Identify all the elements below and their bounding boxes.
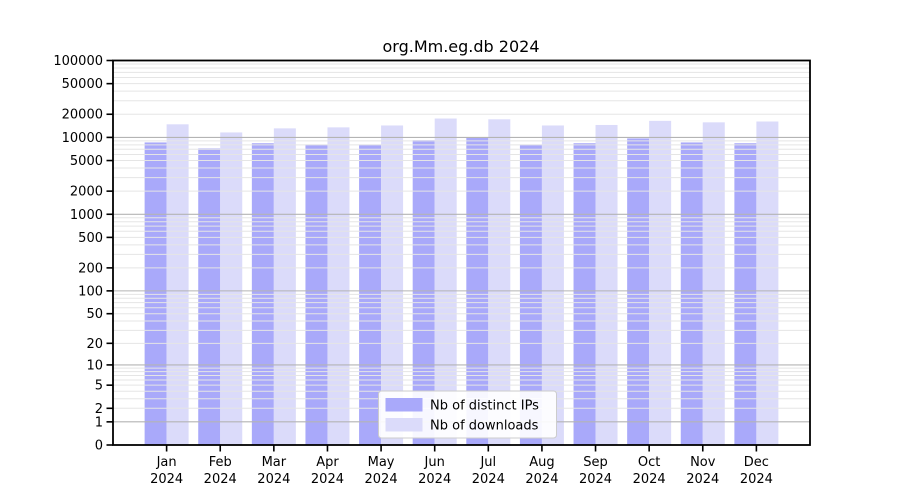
y-tick-label-10: 10 [86, 358, 103, 373]
legend-swatch-downloads [385, 418, 423, 432]
x-tick-label-year-nov: 2024 [686, 472, 719, 487]
x-tick-label-month-sep: Sep [583, 455, 608, 470]
y-tick-label-20000: 20000 [62, 108, 103, 123]
x-tick-label-year-mar: 2024 [257, 472, 290, 487]
x-tick-label-month-nov: Nov [690, 455, 716, 470]
x-tick-label-year-apr: 2024 [311, 472, 344, 487]
bar-downloads-apr [327, 127, 350, 446]
y-tick-label-1: 1 [95, 415, 103, 430]
x-tick-label-year-dec: 2024 [740, 472, 773, 487]
bar-distinct-ips-feb [198, 148, 221, 445]
x-tick-label-year-feb: 2024 [204, 472, 237, 487]
y-tick-label-2: 2 [95, 402, 103, 417]
y-tick-label-200: 200 [78, 261, 103, 276]
bar-downloads-jun [434, 118, 457, 445]
y-tick-label-2000: 2000 [70, 185, 103, 200]
x-tick-label-year-aug: 2024 [525, 472, 558, 487]
y-tick-label-50: 50 [86, 307, 103, 322]
x-tick-label-year-jan: 2024 [150, 472, 183, 487]
x-tick-label-year-may: 2024 [365, 472, 398, 487]
x-tick-label-month-dec: Dec [744, 455, 769, 470]
bar-downloads-jul [488, 119, 511, 446]
x-tick-label-month-may: May [368, 455, 395, 470]
bar-distinct-ips-nov [680, 142, 703, 445]
y-tick-label-500: 500 [78, 231, 103, 246]
bar-downloads-feb [220, 132, 243, 446]
x-tick-label-year-jul: 2024 [472, 472, 505, 487]
legend-label-distinct-ips: Nb of distinct IPs [430, 399, 539, 414]
x-tick-label-month-aug: Aug [529, 455, 554, 470]
x-tick-label-year-sep: 2024 [579, 472, 612, 487]
x-tick-label-month-oct: Oct [638, 455, 660, 470]
legend: Nb of distinct IPs Nb of downloads [378, 390, 557, 439]
chart-title: org.Mm.eg.db 2024 [382, 37, 539, 56]
x-tick-label-month-jun: Jun [424, 455, 445, 470]
x-axis-ticks: Jan 2024 Feb 2024 Mar 2024 Apr 2024 May 2024 Jun 20… [150, 445, 773, 487]
bar-downloads-dec [756, 121, 779, 446]
x-tick-label-month-jul: Jul [479, 455, 496, 470]
x-tick-label-year-jun: 2024 [418, 472, 451, 487]
bar-distinct-ips-jan [144, 142, 167, 445]
y-tick-label-100000: 100000 [53, 54, 103, 69]
bar-distinct-ips-jun [412, 140, 435, 446]
y-tick-label-0: 0 [95, 439, 103, 454]
legend-swatch-distinct-ips [385, 398, 423, 412]
y-tick-label-1000: 1000 [70, 208, 103, 223]
x-tick-label-month-apr: Apr [316, 455, 339, 470]
y-axis-ticks: 0 12 5 10 20 50 100 200 500 1000 2000 5000 10000 2000… [53, 54, 113, 454]
y-tick-label-5: 5 [95, 379, 103, 394]
x-tick-label-month-mar: Mar [262, 455, 287, 470]
bar-downloads-sep [595, 124, 618, 446]
bar-downloads-oct [649, 120, 672, 445]
bar-downloads-jan [166, 124, 189, 445]
plot-border [112, 59, 811, 446]
bar-downloads-mar [273, 128, 296, 445]
x-tick-label-month-feb: Feb [209, 455, 232, 470]
y-tick-label-20: 20 [86, 337, 103, 352]
y-tick-label-50000: 50000 [62, 77, 103, 92]
legend-box [378, 390, 557, 439]
legend-label-downloads: Nb of downloads [430, 419, 539, 434]
y-tick-label-100: 100 [78, 284, 103, 299]
bar-downloads-nov [702, 122, 725, 446]
axes-spines [112, 59, 811, 446]
x-tick-label-month-jan: Jan [156, 455, 177, 470]
y-tick-label-5000: 5000 [70, 154, 103, 169]
y-tick-label-10000: 10000 [62, 131, 103, 146]
x-tick-label-year-oct: 2024 [633, 472, 666, 487]
